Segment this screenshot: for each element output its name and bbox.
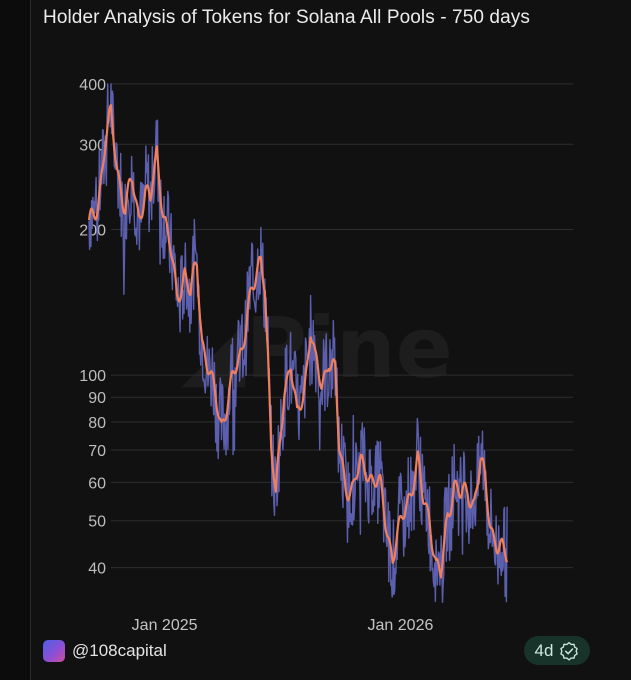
avatar[interactable] [43, 640, 65, 662]
series-layer [87, 83, 509, 603]
y-tick-label-80: 80 [88, 415, 106, 432]
badge-label: 4d [534, 640, 554, 660]
x-tick-label-0: Jan 2025 [132, 617, 198, 634]
chart-card: Holder Analysis of Tokens for Solana All… [30, 0, 631, 680]
verified-check-icon [560, 641, 579, 660]
y-tick-label-100: 100 [79, 368, 106, 385]
watermark-logo: ◢Pine [181, 299, 453, 397]
chart-title: Holder Analysis of Tokens for Solana All… [43, 7, 530, 28]
y-tick-label-60: 60 [88, 475, 106, 492]
y-tick-label-70: 70 [88, 443, 106, 460]
y-tick-label-400: 400 [79, 77, 106, 94]
y-tick-label-50: 50 [88, 514, 106, 531]
y-tick-label-40: 40 [88, 561, 106, 578]
author-handle[interactable]: @108capital [72, 641, 167, 660]
x-axis-ticks: Jan 2025 Jan 2026 [132, 617, 434, 634]
series-smoothed-holders [87, 104, 509, 579]
y-tick-label-200: 200 [79, 222, 106, 239]
x-tick-label-1: Jan 2026 [368, 617, 434, 634]
time-badge[interactable]: 4d [524, 636, 590, 665]
y-tick-label-90: 90 [88, 390, 106, 407]
